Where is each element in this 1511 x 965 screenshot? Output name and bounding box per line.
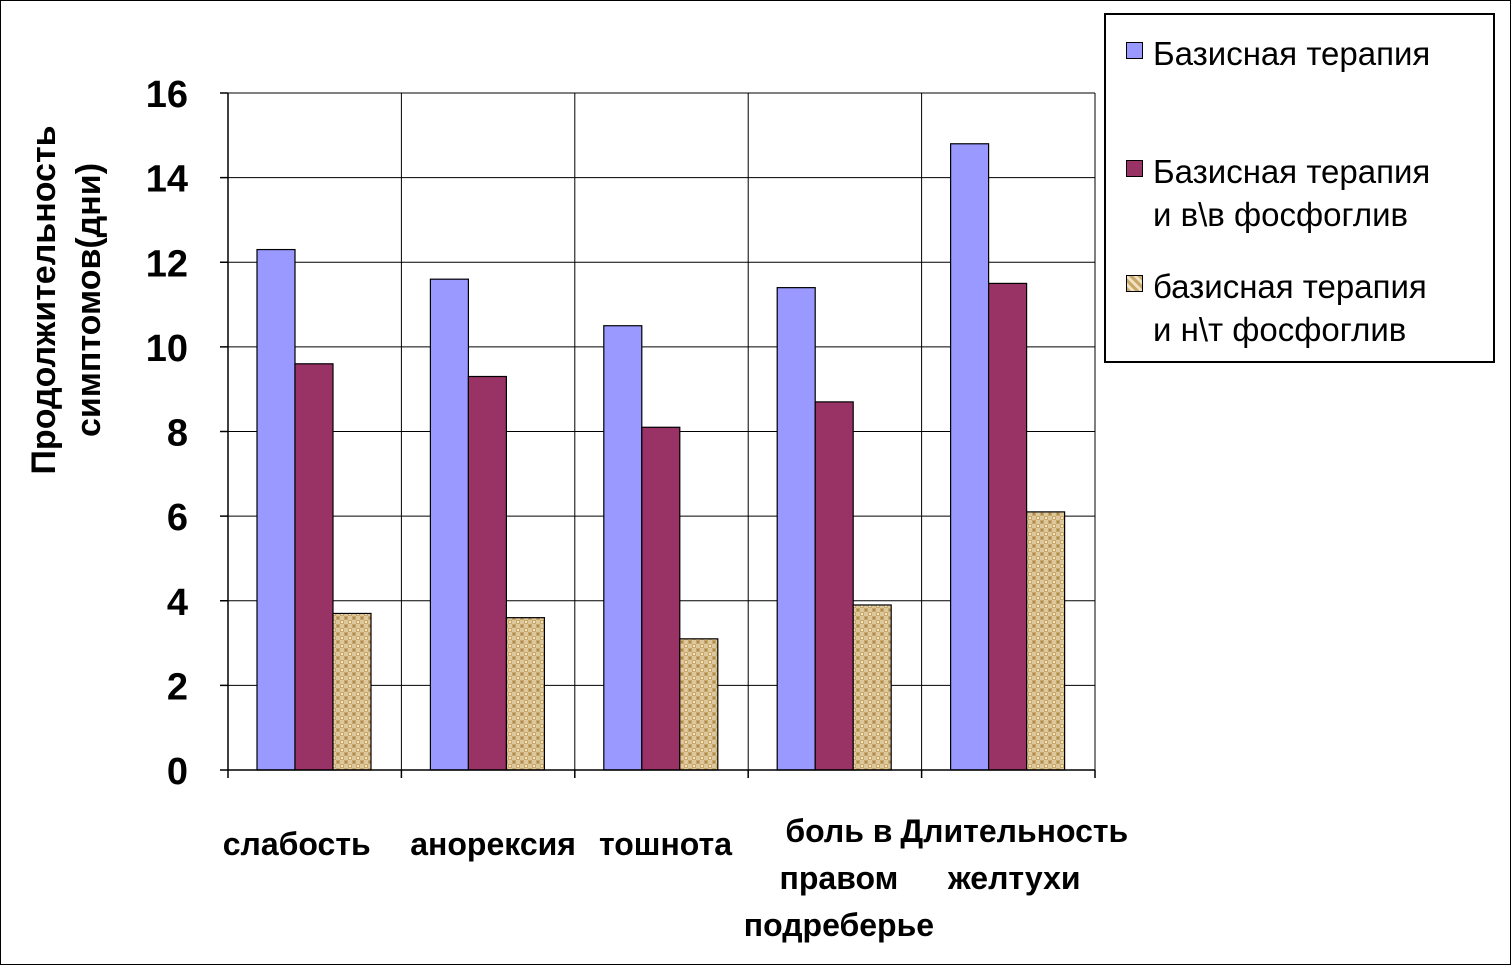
bar-series-1-cat-2 [429, 278, 469, 771]
bar-series-2-cat-2 [467, 375, 507, 771]
legend-swatch [1126, 160, 1143, 177]
bar-series-3-cat-3 [679, 638, 719, 771]
bar-series-2-cat-5 [987, 282, 1028, 771]
y-tick-label: 0 [167, 751, 188, 793]
legend-swatch [1126, 42, 1143, 59]
y-tick-label: 12 [146, 243, 188, 285]
bar-series-2-cat-3 [641, 426, 681, 771]
legend: Базисная терапия Базисная терапия и в\в ф… [1104, 13, 1495, 363]
legend-label: Базисная терапия [1153, 35, 1431, 72]
y-tick-label: 14 [146, 159, 188, 201]
y-axis-title: Продолжительность симптомов(дни) [25, 125, 108, 474]
legend-label: базисная терапия и н\т фосфоглив [1153, 268, 1427, 348]
y-tick-label: 16 [146, 74, 188, 116]
bar-series-1-cat-5 [949, 143, 990, 771]
bar-series-3-cat-5 [1025, 511, 1066, 771]
x-category-label: тошнота [599, 826, 732, 862]
y-tick-label: 10 [146, 328, 188, 370]
bar-series-3-cat-1 [332, 612, 372, 771]
bar-series-3-cat-4 [852, 604, 892, 771]
bar-series-1-cat-3 [603, 325, 643, 771]
legend-item-2: Базисная терапия и в\в фосфоглив [1126, 150, 1493, 236]
axes [220, 92, 1096, 778]
x-category-label: Длительность желтухи [900, 813, 1128, 896]
legend-swatch [1126, 275, 1143, 292]
bar-series-2-cat-4 [814, 401, 854, 771]
x-category-label: анорексия [410, 826, 576, 862]
bars [256, 143, 1066, 771]
bar-series-1-cat-4 [776, 287, 816, 771]
bar-series-3-cat-2 [505, 617, 545, 771]
legend-label: Базисная терапия и в\в фосфоглив [1153, 153, 1431, 233]
y-tick-label: 4 [167, 582, 188, 624]
y-tick-label: 8 [167, 413, 188, 455]
legend-item-1: Базисная терапия [1126, 32, 1493, 75]
y-tick-label: 6 [167, 497, 188, 539]
y-axis-label: Продолжительность симптомов(дни) [25, 125, 108, 474]
x-category-labels: слабость анорексия тошнота боль в правом подр… [223, 813, 1129, 943]
legend-item-3: базисная терапия и н\т фосфоглив [1126, 265, 1493, 351]
y-tick-labels: 0 2 4 6 8 10 12 14 16 [146, 74, 188, 793]
y-tick-label: 2 [167, 666, 188, 708]
bar-series-2-cat-1 [294, 363, 334, 771]
bar-series-1-cat-1 [256, 248, 296, 771]
x-category-label: слабость [223, 826, 371, 862]
x-category-label: боль в правом подреберье [744, 813, 934, 943]
